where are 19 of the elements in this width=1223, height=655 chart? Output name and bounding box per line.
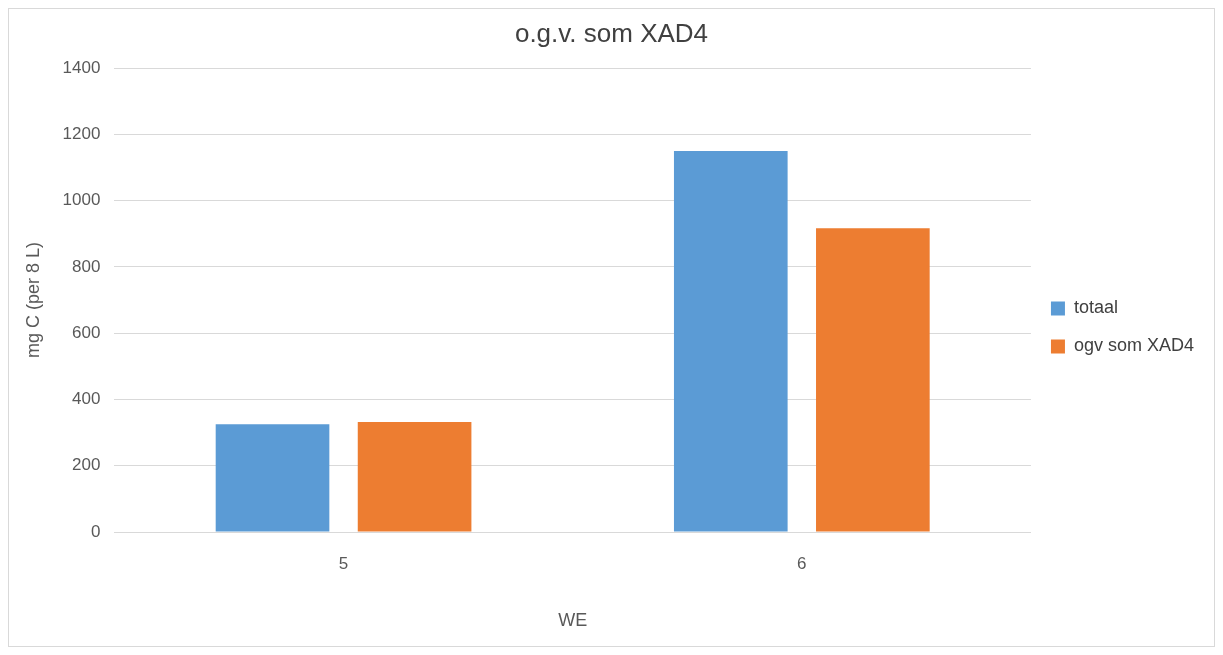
y-tick-label: 800 [72, 256, 101, 276]
y-tick-label: 600 [72, 322, 101, 342]
y-tick-label: 400 [72, 389, 101, 409]
bar [215, 424, 330, 532]
legend-label: totaal [1073, 297, 1118, 318]
bar [357, 422, 472, 532]
x-tick-label: 6 [797, 553, 807, 573]
x-axis-title: WE [558, 610, 588, 631]
bar [673, 151, 788, 532]
y-tick-label: 1200 [62, 124, 101, 144]
legend-label: ogv som XAD4 [1073, 335, 1195, 356]
x-tick-label: 5 [338, 553, 349, 573]
bar [816, 228, 930, 532]
chart-title: o.g.v. som XAD4 [514, 17, 709, 48]
y-tick-label: 0 [90, 521, 101, 541]
y-tick-label: 1000 [62, 190, 101, 210]
y-tick-label: 1400 [62, 57, 101, 77]
y-tick-label: 200 [72, 455, 101, 475]
y-axis-title: mg C (per 8 L) [22, 242, 43, 359]
